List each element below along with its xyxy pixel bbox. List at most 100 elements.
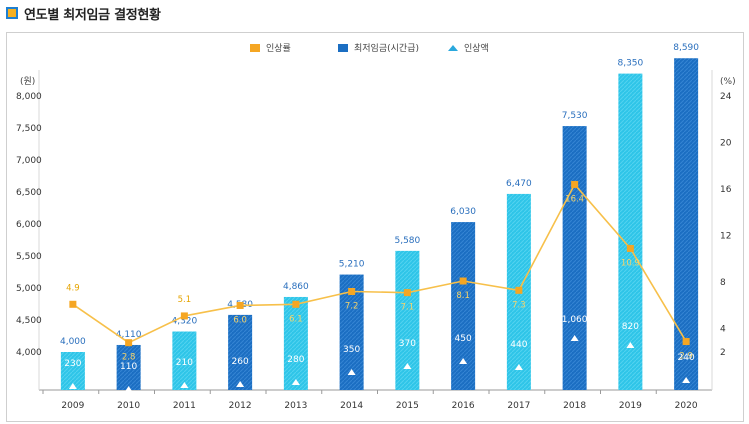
rate-marker — [515, 286, 523, 294]
rate-value-label: 6.0 — [233, 315, 247, 325]
x-tick-label: 2010 — [117, 401, 140, 411]
wage-bar — [172, 331, 197, 390]
rate-value-label: 16.4 — [565, 194, 584, 204]
rate-line — [72, 183, 687, 344]
right-tick-label: 4 — [720, 325, 726, 335]
wage-value-label: 4,320 — [171, 317, 197, 327]
increase-value-label: 260 — [232, 357, 249, 367]
chart-title: 연도별 최저임금 결정현황 — [24, 7, 161, 23]
x-tick-label: 2020 — [675, 401, 698, 411]
wage-bar — [116, 344, 141, 390]
wage-value-label: 6,470 — [506, 179, 532, 189]
rate-value-label: 5.1 — [178, 295, 192, 305]
increase-value-label: 210 — [176, 358, 193, 368]
right-tick-label: 24 — [720, 92, 732, 102]
rate-value-label: 7.1 — [401, 303, 415, 313]
rate-marker — [69, 300, 77, 308]
x-tick-label: 2009 — [61, 401, 84, 411]
rate-value-label: 7.2 — [345, 301, 359, 311]
chart-heading: 연도별 최저임금 결정현황 — [6, 3, 161, 23]
increase-value-label: 230 — [64, 359, 81, 369]
axes: 4,000 4,500 5,000 5,500 6,000 6,500 7,000 7,500… — [16, 70, 732, 411]
wage-value-label: 5,210 — [339, 260, 365, 270]
heading-bullet-icon — [6, 7, 18, 19]
rate-marker — [626, 244, 634, 252]
right-tick-label: 8 — [720, 278, 726, 288]
right-tick-label: 2 — [720, 348, 726, 358]
left-tick-label: 7,000 — [16, 156, 42, 166]
legend-wage-swatch — [338, 44, 348, 52]
increase-value-label: 1,060 — [562, 315, 588, 325]
increase-value-label: 240 — [678, 353, 695, 363]
increase-marker-icon — [403, 363, 412, 369]
legend-rate-label: 인상률 — [266, 43, 291, 54]
rate-marker — [459, 277, 467, 285]
rate-value-label: 8.1 — [456, 291, 470, 301]
increase-marker-icon — [124, 386, 133, 392]
rate-value-label: 4.9 — [66, 283, 80, 293]
legend-wage-label: 최저임금(시간급) — [354, 42, 419, 54]
rate-marker — [403, 289, 411, 297]
increase-marker-icon — [514, 364, 523, 370]
x-tick-label: 2019 — [619, 401, 642, 411]
wage-bar — [451, 222, 476, 390]
increase-marker-icon — [347, 369, 356, 375]
increase-marker-icon — [459, 358, 468, 364]
increase-marker-icon — [236, 381, 245, 387]
x-tick-label: 2012 — [229, 401, 252, 411]
rate-marker — [292, 300, 300, 308]
wage-bar — [562, 126, 587, 390]
left-tick-label: 8,000 — [16, 92, 42, 102]
x-tick-label: 2011 — [173, 401, 196, 411]
wage-bar — [228, 314, 253, 390]
legend-rate-swatch — [250, 44, 260, 52]
left-tick-label: 4,000 — [16, 348, 42, 358]
increase-value-label: 820 — [622, 322, 639, 332]
legend-increase-icon — [448, 45, 458, 51]
increase-series: 230 110 210 260 280 350 370 450 440 1,060 820 240 — [64, 315, 695, 392]
wage-value-label: 4,110 — [116, 330, 142, 340]
x-tick-label: 2016 — [452, 401, 475, 411]
right-tick-label: 20 — [720, 139, 732, 149]
rate-marker — [236, 301, 244, 309]
wage-value-label: 4,860 — [283, 282, 309, 292]
rate-marker — [571, 180, 579, 188]
increase-value-label: 350 — [343, 345, 360, 355]
x-tick-label: 2015 — [396, 401, 419, 411]
increase-value-label: 370 — [399, 339, 416, 349]
increase-value-label: 280 — [287, 355, 304, 365]
increase-value-label: 440 — [510, 340, 527, 350]
wage-bar — [395, 250, 420, 390]
increase-marker-icon — [180, 382, 189, 388]
left-axis-unit: (원) — [20, 76, 35, 87]
right-tick-label: 12 — [720, 232, 731, 242]
wage-bar — [283, 296, 308, 390]
wage-value-label: 6,030 — [450, 207, 476, 217]
wage-value-label: 4,000 — [60, 337, 86, 347]
legend-increase-label: 인상액 — [464, 42, 489, 54]
bars: 4,0004,1104,3204,5804,8605,2105,5806,030… — [60, 43, 699, 391]
rate-value-label: 6.1 — [289, 314, 303, 324]
left-tick-label: 6,500 — [16, 188, 42, 198]
rate-marker — [180, 312, 188, 320]
rate-marker — [682, 338, 690, 346]
increase-value-label: 110 — [120, 362, 137, 372]
rate-value-label: 2.8 — [122, 353, 136, 363]
increase-marker-icon — [626, 342, 635, 348]
left-tick-label: 5,500 — [16, 252, 42, 262]
wage-value-label: 7,530 — [562, 111, 588, 121]
rate-value-label: 10.9 — [621, 258, 640, 268]
increase-marker-icon — [682, 377, 691, 383]
wage-value-label: 8,590 — [673, 43, 699, 53]
rate-marker — [125, 339, 133, 347]
right-tick-label: 16 — [720, 185, 732, 195]
left-tick-label: 4,500 — [16, 316, 42, 326]
increase-marker-icon — [570, 335, 579, 341]
left-tick-label: 5,000 — [16, 284, 42, 294]
left-tick-label: 7,500 — [16, 124, 42, 134]
x-tick-label: 2014 — [340, 401, 363, 411]
wage-value-label: 5,580 — [394, 236, 420, 246]
wage-value-label: 8,350 — [617, 59, 643, 69]
rate-value-label: 2.9 — [679, 352, 693, 362]
